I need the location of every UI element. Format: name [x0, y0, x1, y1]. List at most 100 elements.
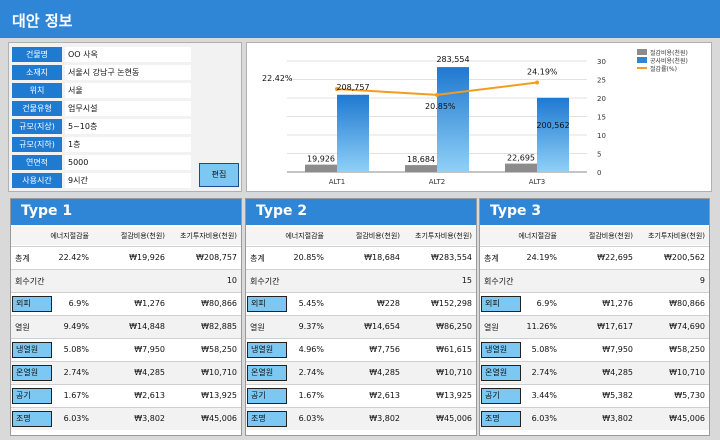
column-header: 에너지절감율 절감비용(천원) 초기투자비용(천원) — [246, 227, 476, 245]
category-button-cooling-source[interactable]: 냉열원 — [247, 342, 287, 358]
column-header-saving-rate: 에너지절감율 — [285, 232, 324, 240]
data-label-saving: 22,695 — [507, 154, 535, 163]
cell-investment: ₩80,866 — [669, 299, 705, 308]
row-label: 총계 — [484, 254, 499, 263]
info-value: 1층 — [65, 137, 191, 152]
column-header-investment: 초기투자비용(천원) — [648, 232, 705, 240]
chart-labels: 0 5 10 15 20 25 30 ALT1 19,926 208,757 ALT2 18,684 2… — [262, 55, 606, 186]
column-header-saving-cost: 절감비용(천원) — [588, 232, 633, 240]
category-button-heating-source[interactable]: 온열원 — [247, 365, 287, 381]
category-button-lighting[interactable]: 조명 — [481, 411, 521, 427]
cell-investment: ₩45,006 — [436, 414, 472, 423]
cell-investment: ₩10,710 — [201, 368, 237, 377]
bar-cost-alt3 — [537, 97, 569, 172]
cell-saving-cost: ₩3,802 — [602, 414, 633, 423]
category-button-envelope[interactable]: 외피 — [481, 296, 521, 312]
column-header-investment: 초기투자비용(천원) — [180, 232, 237, 240]
cell-investment: ₩58,250 — [201, 345, 237, 354]
table-row: 열원 9.37% ₩14,654 ₩86,250 — [246, 315, 476, 338]
row-label: 열원 — [484, 323, 499, 332]
info-label: 연면적 — [12, 155, 62, 170]
column-header: 에너지절감율 절감비용(천원) 초기투자비용(천원) — [11, 227, 241, 245]
cell-saving-rate: 1.67% — [63, 391, 89, 400]
category-button-lighting[interactable]: 조명 — [247, 411, 287, 427]
data-label-cost: 200,562 — [536, 121, 569, 130]
cell-saving-rate: 4.96% — [298, 345, 324, 354]
chart-bars — [305, 67, 569, 172]
legend-label: 절감률(%) — [650, 65, 677, 73]
cell-saving-rate: 5.08% — [531, 345, 557, 354]
y-tick-label: 15 — [597, 114, 606, 122]
page-title: 대안 정보 — [0, 0, 720, 38]
row-label: 열원 — [250, 323, 265, 332]
type-title: Type 2 — [246, 199, 476, 225]
type-panel-3: Type 3 에너지절감율 절감비용(천원) 초기투자비용(천원) 총계 24.19% ₩2… — [479, 198, 710, 436]
cell-saving-cost: ₩3,802 — [369, 414, 400, 423]
cell-saving-cost: ₩228 — [376, 299, 400, 308]
category-button-air[interactable]: 공기 — [12, 388, 52, 404]
edit-button[interactable]: 편집 — [199, 163, 239, 187]
row-label: 열원 — [15, 323, 30, 332]
table-row: 온열원 2.74% ₩4,285 ₩10,710 — [246, 361, 476, 384]
cell-saving-rate: 20.85% — [293, 253, 324, 262]
payback-row: 회수기간 15 — [246, 269, 476, 292]
cell-saving-cost: ₩7,950 — [602, 345, 633, 354]
category-button-heating-source[interactable]: 온열원 — [481, 365, 521, 381]
category-button-cooling-source[interactable]: 냉열원 — [481, 342, 521, 358]
cell-saving-rate: 2.74% — [531, 368, 557, 377]
y-tick-label: 20 — [597, 95, 606, 103]
type-panel-1: Type 1 에너지절감율 절감비용(천원) 초기투자비용(천원) 총계 22.42% ₩1… — [10, 198, 242, 436]
cell-saving-cost: ₩14,654 — [364, 322, 400, 331]
alternatives-chart: 0 5 10 15 20 25 30 ALT1 19,926 208,757 ALT2 18,684 2… — [246, 42, 712, 192]
legend-label: 공사비용(천원) — [650, 57, 688, 65]
cell-saving-rate: 6.9% — [68, 299, 89, 308]
cell-saving-cost: ₩22,695 — [597, 253, 633, 262]
category-button-envelope[interactable]: 외피 — [12, 296, 52, 312]
category-button-lighting[interactable]: 조명 — [12, 411, 52, 427]
category-button-heating-source[interactable]: 온열원 — [12, 365, 52, 381]
info-value: 9시간 — [65, 173, 191, 188]
chart-canvas: 0 5 10 15 20 25 30 ALT1 19,926 208,757 ALT2 18,684 2… — [262, 49, 688, 186]
chart-line — [335, 80, 539, 97]
cell-saving-rate: 1.67% — [298, 391, 324, 400]
cell-saving-cost: ₩19,926 — [129, 253, 165, 262]
cell-saving-cost: ₩1,276 — [134, 299, 165, 308]
cell-saving-rate: 6.03% — [63, 414, 89, 423]
cell-saving-cost: ₩2,613 — [369, 391, 400, 400]
y-tick-label: 5 — [597, 151, 601, 159]
table-row: 공기 3.44% ₩5,382 ₩5,730 — [480, 384, 709, 407]
category-button-envelope[interactable]: 외피 — [247, 296, 287, 312]
category-button-cooling-source[interactable]: 냉열원 — [12, 342, 52, 358]
column-header-saving-rate: 에너지절감율 — [50, 232, 89, 240]
cell-investment: ₩58,250 — [669, 345, 705, 354]
category-button-air[interactable]: 공기 — [247, 388, 287, 404]
cell-investment: ₩13,925 — [436, 391, 472, 400]
rate-point — [335, 87, 339, 92]
table-row: 외피 6.9% ₩1,276 ₩80,866 — [480, 292, 709, 315]
table-row: 공기 1.67% ₩2,613 ₩13,925 — [246, 384, 476, 407]
total-row: 총계 20.85% ₩18,684 ₩283,554 — [246, 246, 476, 269]
cell-saving-cost: ₩4,285 — [134, 368, 165, 377]
info-label: 소재지 — [12, 65, 62, 80]
row-label: 회수기간 — [15, 277, 45, 286]
category-button-air[interactable]: 공기 — [481, 388, 521, 404]
cell-saving-cost: ₩2,613 — [134, 391, 165, 400]
cell-saving-rate: 6.03% — [531, 414, 557, 423]
cell-saving-cost: ₩4,285 — [369, 368, 400, 377]
legend-label: 절감비용(천원) — [650, 49, 688, 57]
info-label: 사용시간 — [12, 173, 62, 188]
bar-saving-alt2 — [405, 165, 437, 172]
cell-investment: ₩45,006 — [669, 414, 705, 423]
payback-row: 회수기간 9 — [480, 269, 709, 292]
cell-saving-cost: ₩18,684 — [364, 253, 400, 262]
column-header-saving-rate: 에너지절감율 — [518, 232, 557, 240]
legend-swatch — [637, 57, 647, 63]
cell-saving-cost: ₩7,950 — [134, 345, 165, 354]
y-tick-label: 30 — [597, 58, 606, 66]
x-tick-label: ALT2 — [429, 178, 445, 186]
table-row: 온열원 2.74% ₩4,285 ₩10,710 — [11, 361, 241, 384]
info-value: OO 사옥 — [65, 47, 191, 62]
cell-saving-rate: 6.9% — [536, 299, 557, 308]
type-panel-2: Type 2 에너지절감율 절감비용(천원) 초기투자비용(천원) 총계 20.85% ₩1… — [245, 198, 477, 436]
cell-investment: ₩61,615 — [436, 345, 472, 354]
